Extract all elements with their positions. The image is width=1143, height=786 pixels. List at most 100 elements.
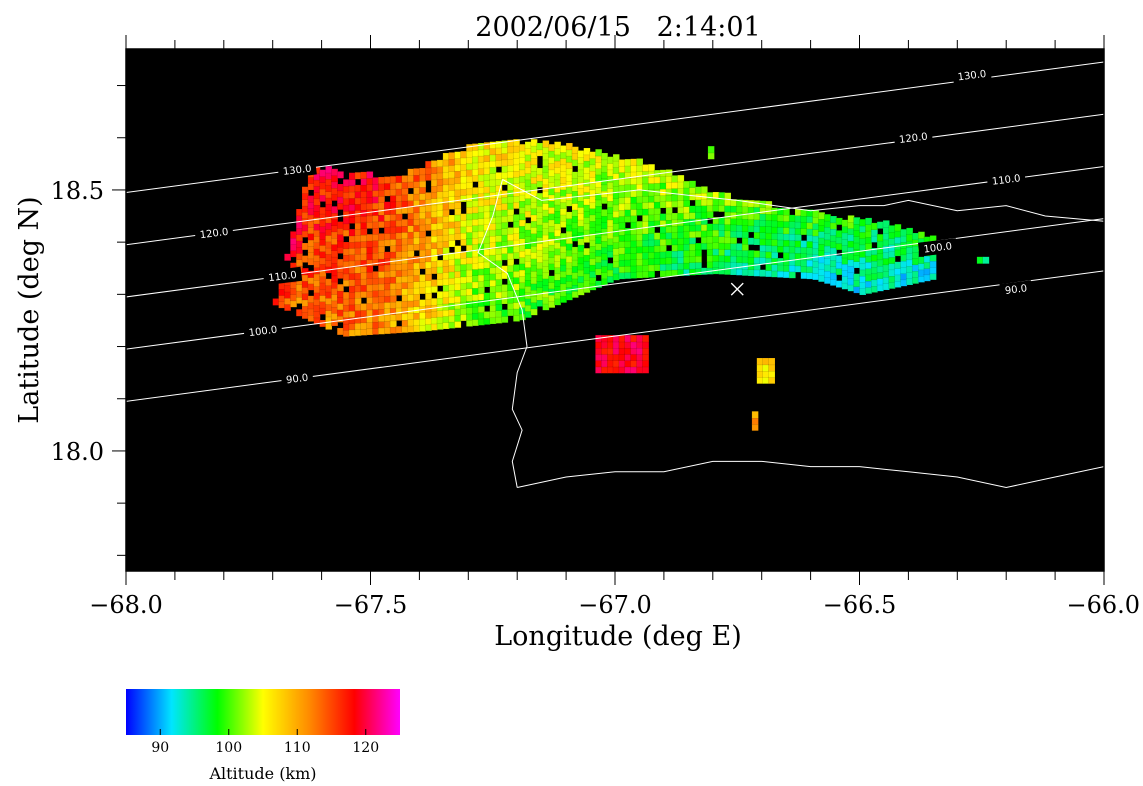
echo-cell [442,202,450,211]
echo-cell [548,212,556,221]
echo-cell [912,245,919,253]
x-axis: −68.0 −67.5 −67.0 −66.5 −66.0 [89,35,1140,619]
echo-cell [325,291,333,299]
echo-cell [501,290,509,298]
echo-cell [519,231,526,239]
echo-cell [595,199,603,207]
echo-cell [389,301,397,309]
echo-cell [560,220,567,228]
echo-cell [642,195,650,203]
echo-cell [653,176,661,184]
echo-cell [389,213,397,221]
echo-cell [384,239,391,247]
echo-cell [395,275,403,284]
echo-cell [372,189,380,197]
echo-cell [601,240,608,248]
echo-cell [577,175,585,183]
echo-cell [337,196,344,204]
echo-cell [630,252,638,260]
echo-cell [342,304,350,312]
echo-cell [706,261,714,269]
echo-cell [348,272,356,280]
echo-cell [912,276,919,284]
echo-cell [542,140,550,148]
echo-cell [519,206,526,214]
echo-cell [665,269,673,277]
echo-cell [542,252,550,261]
echo-cell [824,226,831,234]
echo-cell [401,294,409,302]
echo-cell [560,164,567,172]
echo-cell [642,264,650,272]
echo-cell [413,299,421,308]
echo-cell [348,322,356,331]
echo-cell [841,232,849,240]
echo-cell [853,235,861,244]
echo-cell [436,266,444,274]
echo-cell [695,267,702,276]
echo-cell [472,237,479,245]
echo-cell [419,224,427,232]
echo-cell [830,266,837,274]
echo-cell [624,202,632,211]
echo-cell [783,233,790,241]
echo-cell [472,281,479,289]
echo-cell [530,295,538,303]
echo-cell [642,245,650,253]
echo-cell [301,292,309,301]
echo-cell [624,366,632,374]
echo-cell [325,303,333,311]
echo-cell [583,160,591,168]
echo-cell [354,234,362,243]
echo-cell [577,231,585,239]
echo-cell [430,260,438,268]
echo-cell [653,201,661,209]
echo-cell [378,176,385,185]
echo-cell [448,308,456,317]
echo-cell [918,262,925,271]
echo-cell [765,263,773,271]
echo-cell [536,192,544,201]
echo-cell [536,255,544,263]
echo-cell [448,277,456,285]
echo-cell [524,222,532,231]
echo-cell [648,239,655,247]
echo-cell [360,184,368,192]
echo-cell [348,279,356,287]
echo-cell [342,185,350,193]
echo-cell [425,223,432,231]
echo-cell [378,189,385,197]
echo-cell [401,250,409,258]
echo-cell [413,230,421,239]
echo-cell [589,270,597,278]
echo-cell [389,219,397,228]
echo-cell [595,224,603,232]
echo-cell [888,237,896,246]
echo-cell [389,276,397,284]
echo-cell [648,251,655,259]
echo-cell [348,228,356,237]
echo-cell [448,321,456,329]
echo-cell [483,204,491,213]
echo-cell [278,288,286,296]
echo-cell [542,290,550,298]
echo-cell [389,282,397,290]
echo-cell [665,181,673,190]
echo-cell [718,267,726,275]
contour-label-gap [952,65,992,85]
echo-cell [430,323,438,331]
echo-cell [407,218,415,226]
echo-cell [560,145,567,153]
echo-cell [865,267,873,276]
echo-cell [695,242,702,251]
echo-cell [565,142,573,151]
echo-cell [366,221,374,229]
echo-cell [565,192,573,201]
echo-cell [759,219,767,227]
echo-cell [319,244,327,252]
altitude-contour-line [126,113,1104,246]
echo-cell [372,202,380,210]
echo-cell [824,264,831,272]
echo-cell [395,288,403,296]
echo-cell [448,227,456,235]
